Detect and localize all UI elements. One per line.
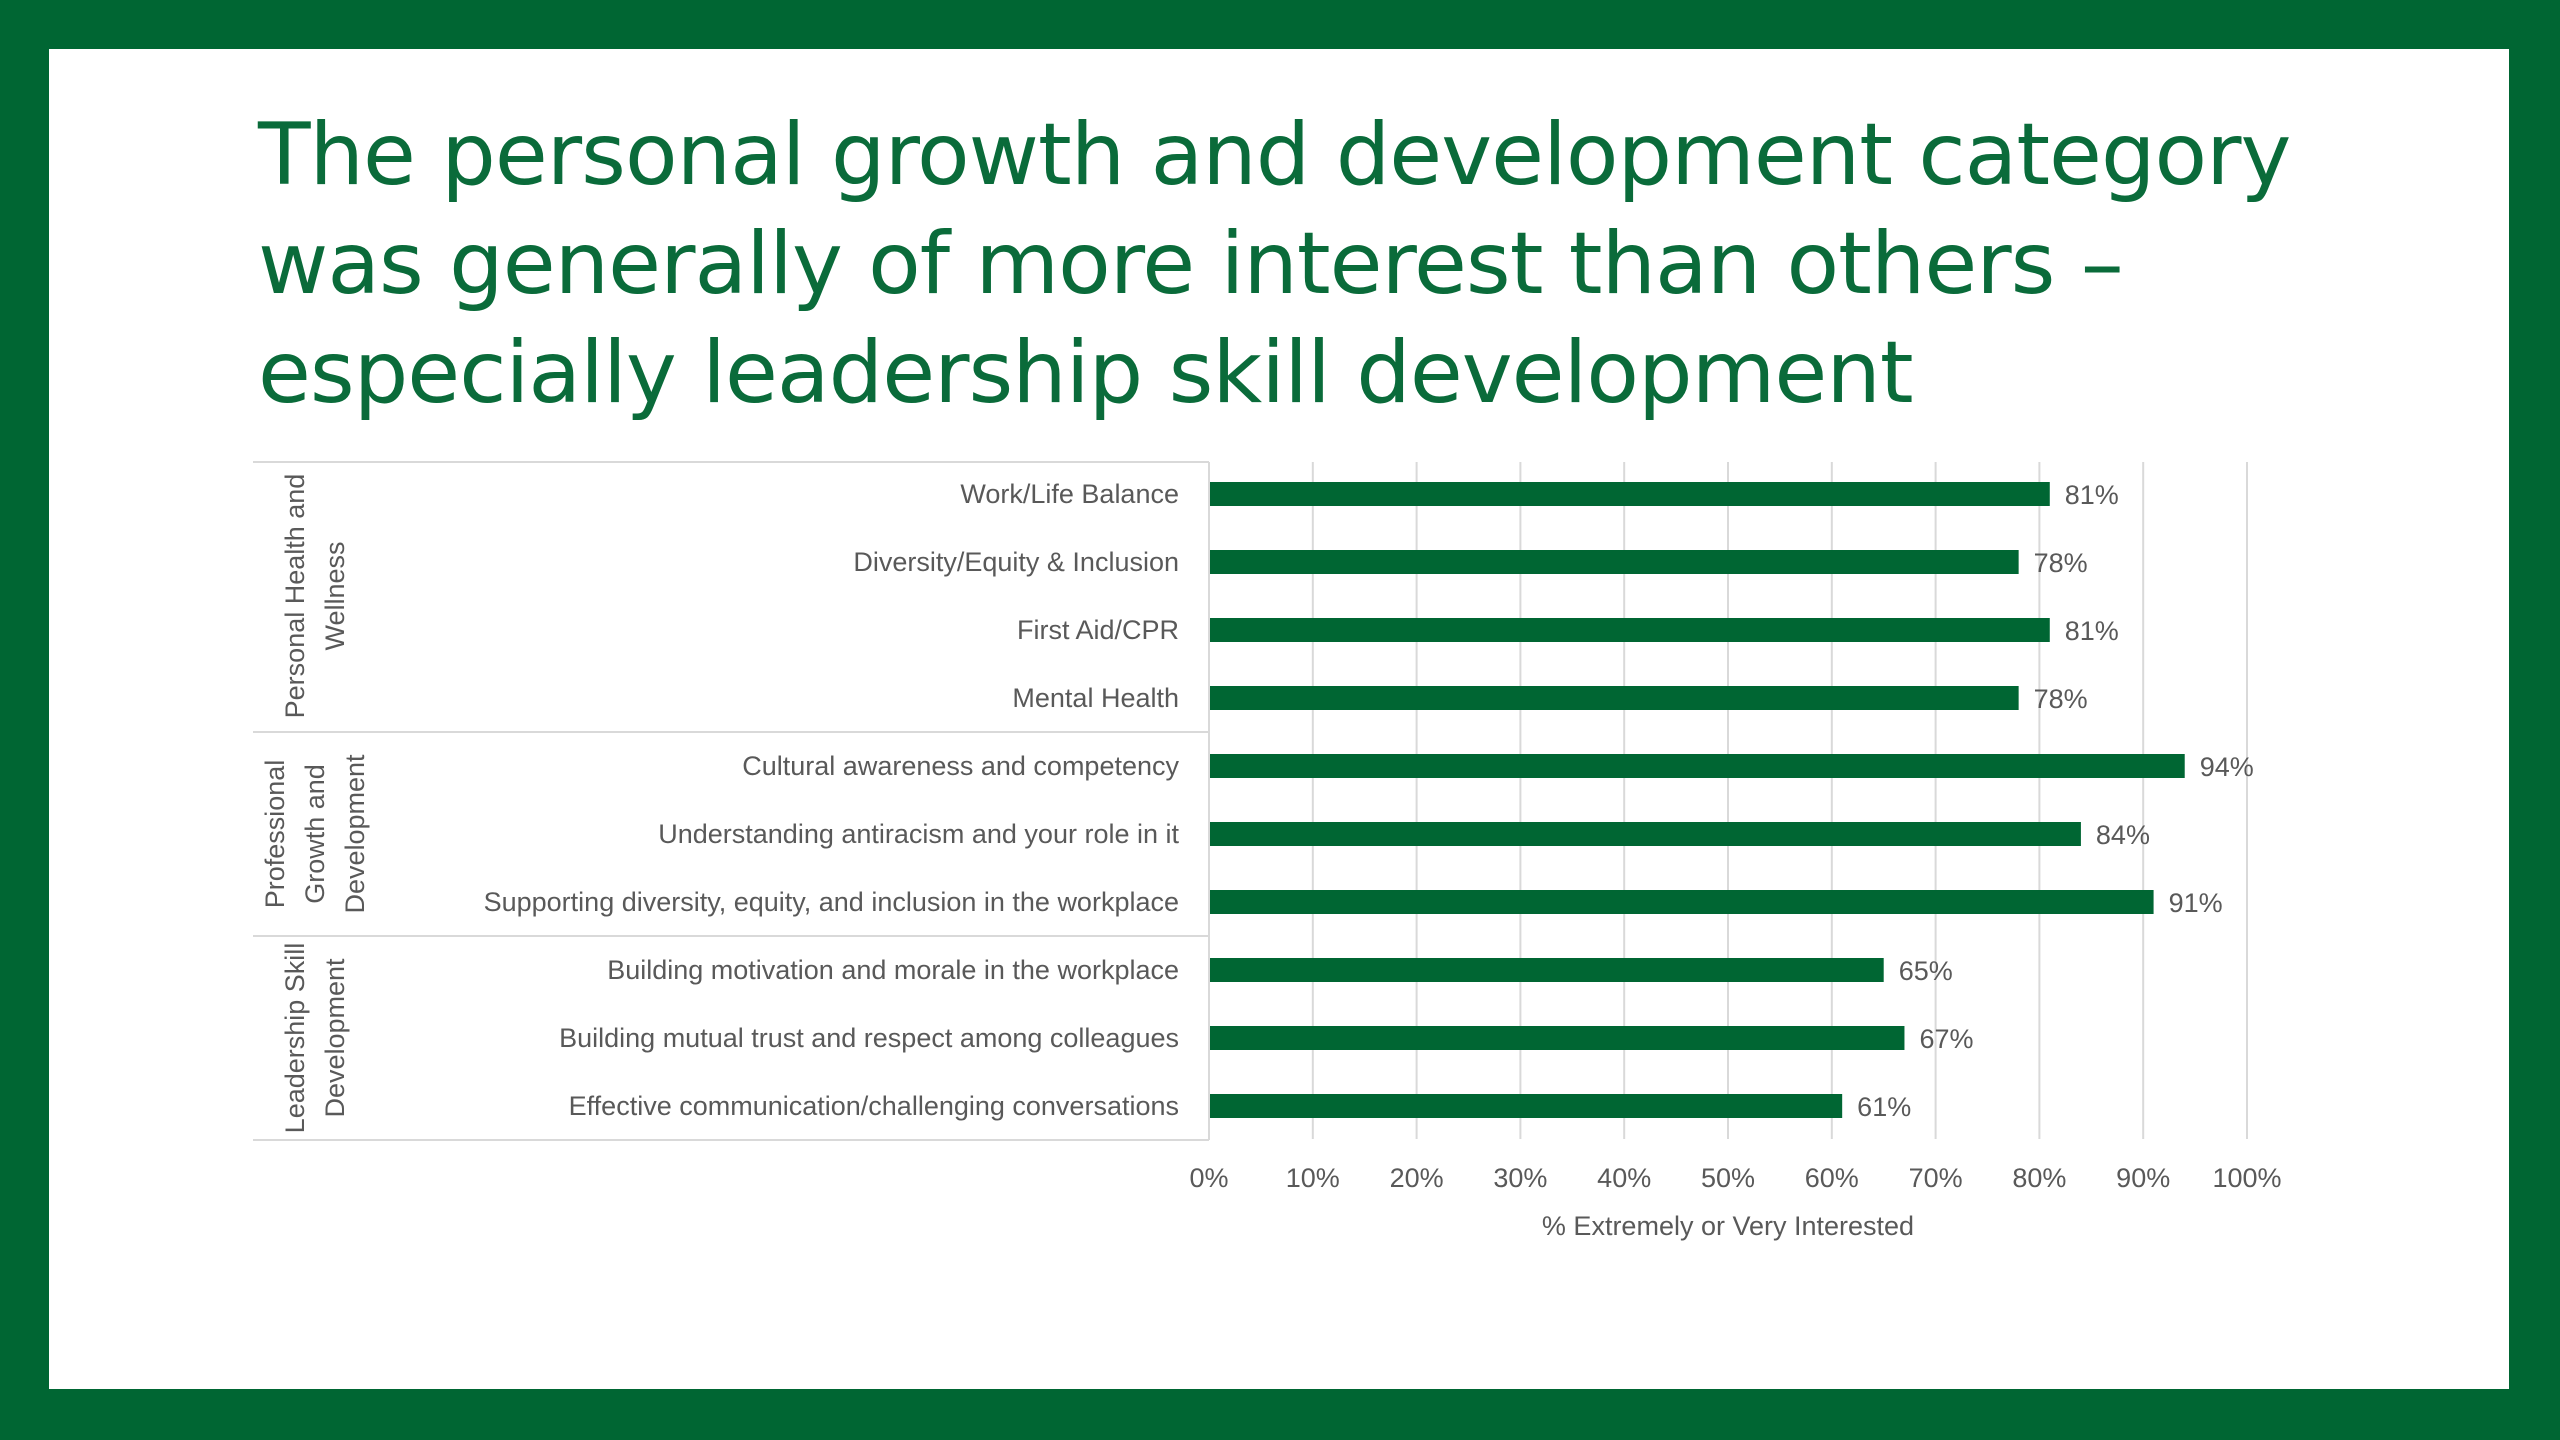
x-tick-label: 70% <box>1909 1163 1963 1193</box>
x-tick-label: 30% <box>1493 1163 1547 1193</box>
group-label: Leadership Skill <box>280 943 310 1134</box>
x-tick-label: 10% <box>1286 1163 1340 1193</box>
x-tick-label: 80% <box>2012 1163 2066 1193</box>
slide: The personal growth and development cate… <box>49 49 2509 1389</box>
category-label: Cultural awareness and competency <box>742 751 1179 781</box>
bar <box>1209 958 1884 982</box>
bar <box>1209 1026 1905 1050</box>
category-label: Mental Health <box>1012 683 1179 713</box>
category-label: Effective communication/challenging conv… <box>569 1091 1179 1121</box>
value-label: 65% <box>1899 956 1953 986</box>
slide-title: The personal growth and development cate… <box>258 101 2438 428</box>
group-label: Professional <box>260 760 290 909</box>
bar-chart: Work/Life Balance 81% Diversity/Equity & I… <box>253 461 2282 1241</box>
bar <box>1209 890 2154 914</box>
category-label: Building mutual trust and respect among … <box>559 1023 1179 1053</box>
category-label: Work/Life Balance <box>960 479 1179 509</box>
value-label: 78% <box>2034 548 2088 578</box>
bar <box>1209 686 2019 710</box>
value-label: 81% <box>2065 480 2119 510</box>
bar <box>1209 754 2185 778</box>
x-tick-label: 20% <box>1390 1163 1444 1193</box>
group-label: Growth and <box>300 764 330 904</box>
bar <box>1209 822 2081 846</box>
x-tick-label: 60% <box>1805 1163 1859 1193</box>
category-label: Supporting diversity, equity, and inclus… <box>484 887 1179 917</box>
category-label: Understanding antiracism and your role i… <box>658 819 1179 849</box>
value-label: 94% <box>2200 752 2254 782</box>
title-line-3: especially leadership skill development <box>258 323 1914 423</box>
value-label: 67% <box>1919 1024 1973 1054</box>
x-tick-label: 0% <box>1189 1163 1228 1193</box>
value-label: 81% <box>2065 616 2119 646</box>
x-tick-label: 50% <box>1701 1163 1755 1193</box>
group-label: Development <box>340 754 370 914</box>
bar <box>1209 550 2019 574</box>
group-label: Development <box>320 958 350 1118</box>
x-tick-label: 40% <box>1597 1163 1651 1193</box>
bar <box>1209 1094 1843 1118</box>
title-line-2: was generally of more interest than othe… <box>258 214 2124 314</box>
bar <box>1209 618 2050 642</box>
value-label: 78% <box>2034 684 2088 714</box>
group-label: Wellness <box>320 541 350 650</box>
bar <box>1209 482 2050 506</box>
category-label: Building motivation and morale in the wo… <box>607 955 1179 985</box>
value-label: 61% <box>1857 1092 1911 1122</box>
category-label: First Aid/CPR <box>1017 615 1179 645</box>
x-axis-title: % Extremely or Very Interested <box>1542 1211 1914 1241</box>
x-tick-label: 90% <box>2116 1163 2170 1193</box>
group-label: Personal Health and <box>280 474 310 719</box>
value-label: 84% <box>2096 820 2150 850</box>
value-label: 91% <box>2169 888 2223 918</box>
x-tick-label: 100% <box>2212 1163 2281 1193</box>
category-label: Diversity/Equity & Inclusion <box>853 547 1179 577</box>
title-line-1: The personal growth and development cate… <box>258 105 2291 205</box>
